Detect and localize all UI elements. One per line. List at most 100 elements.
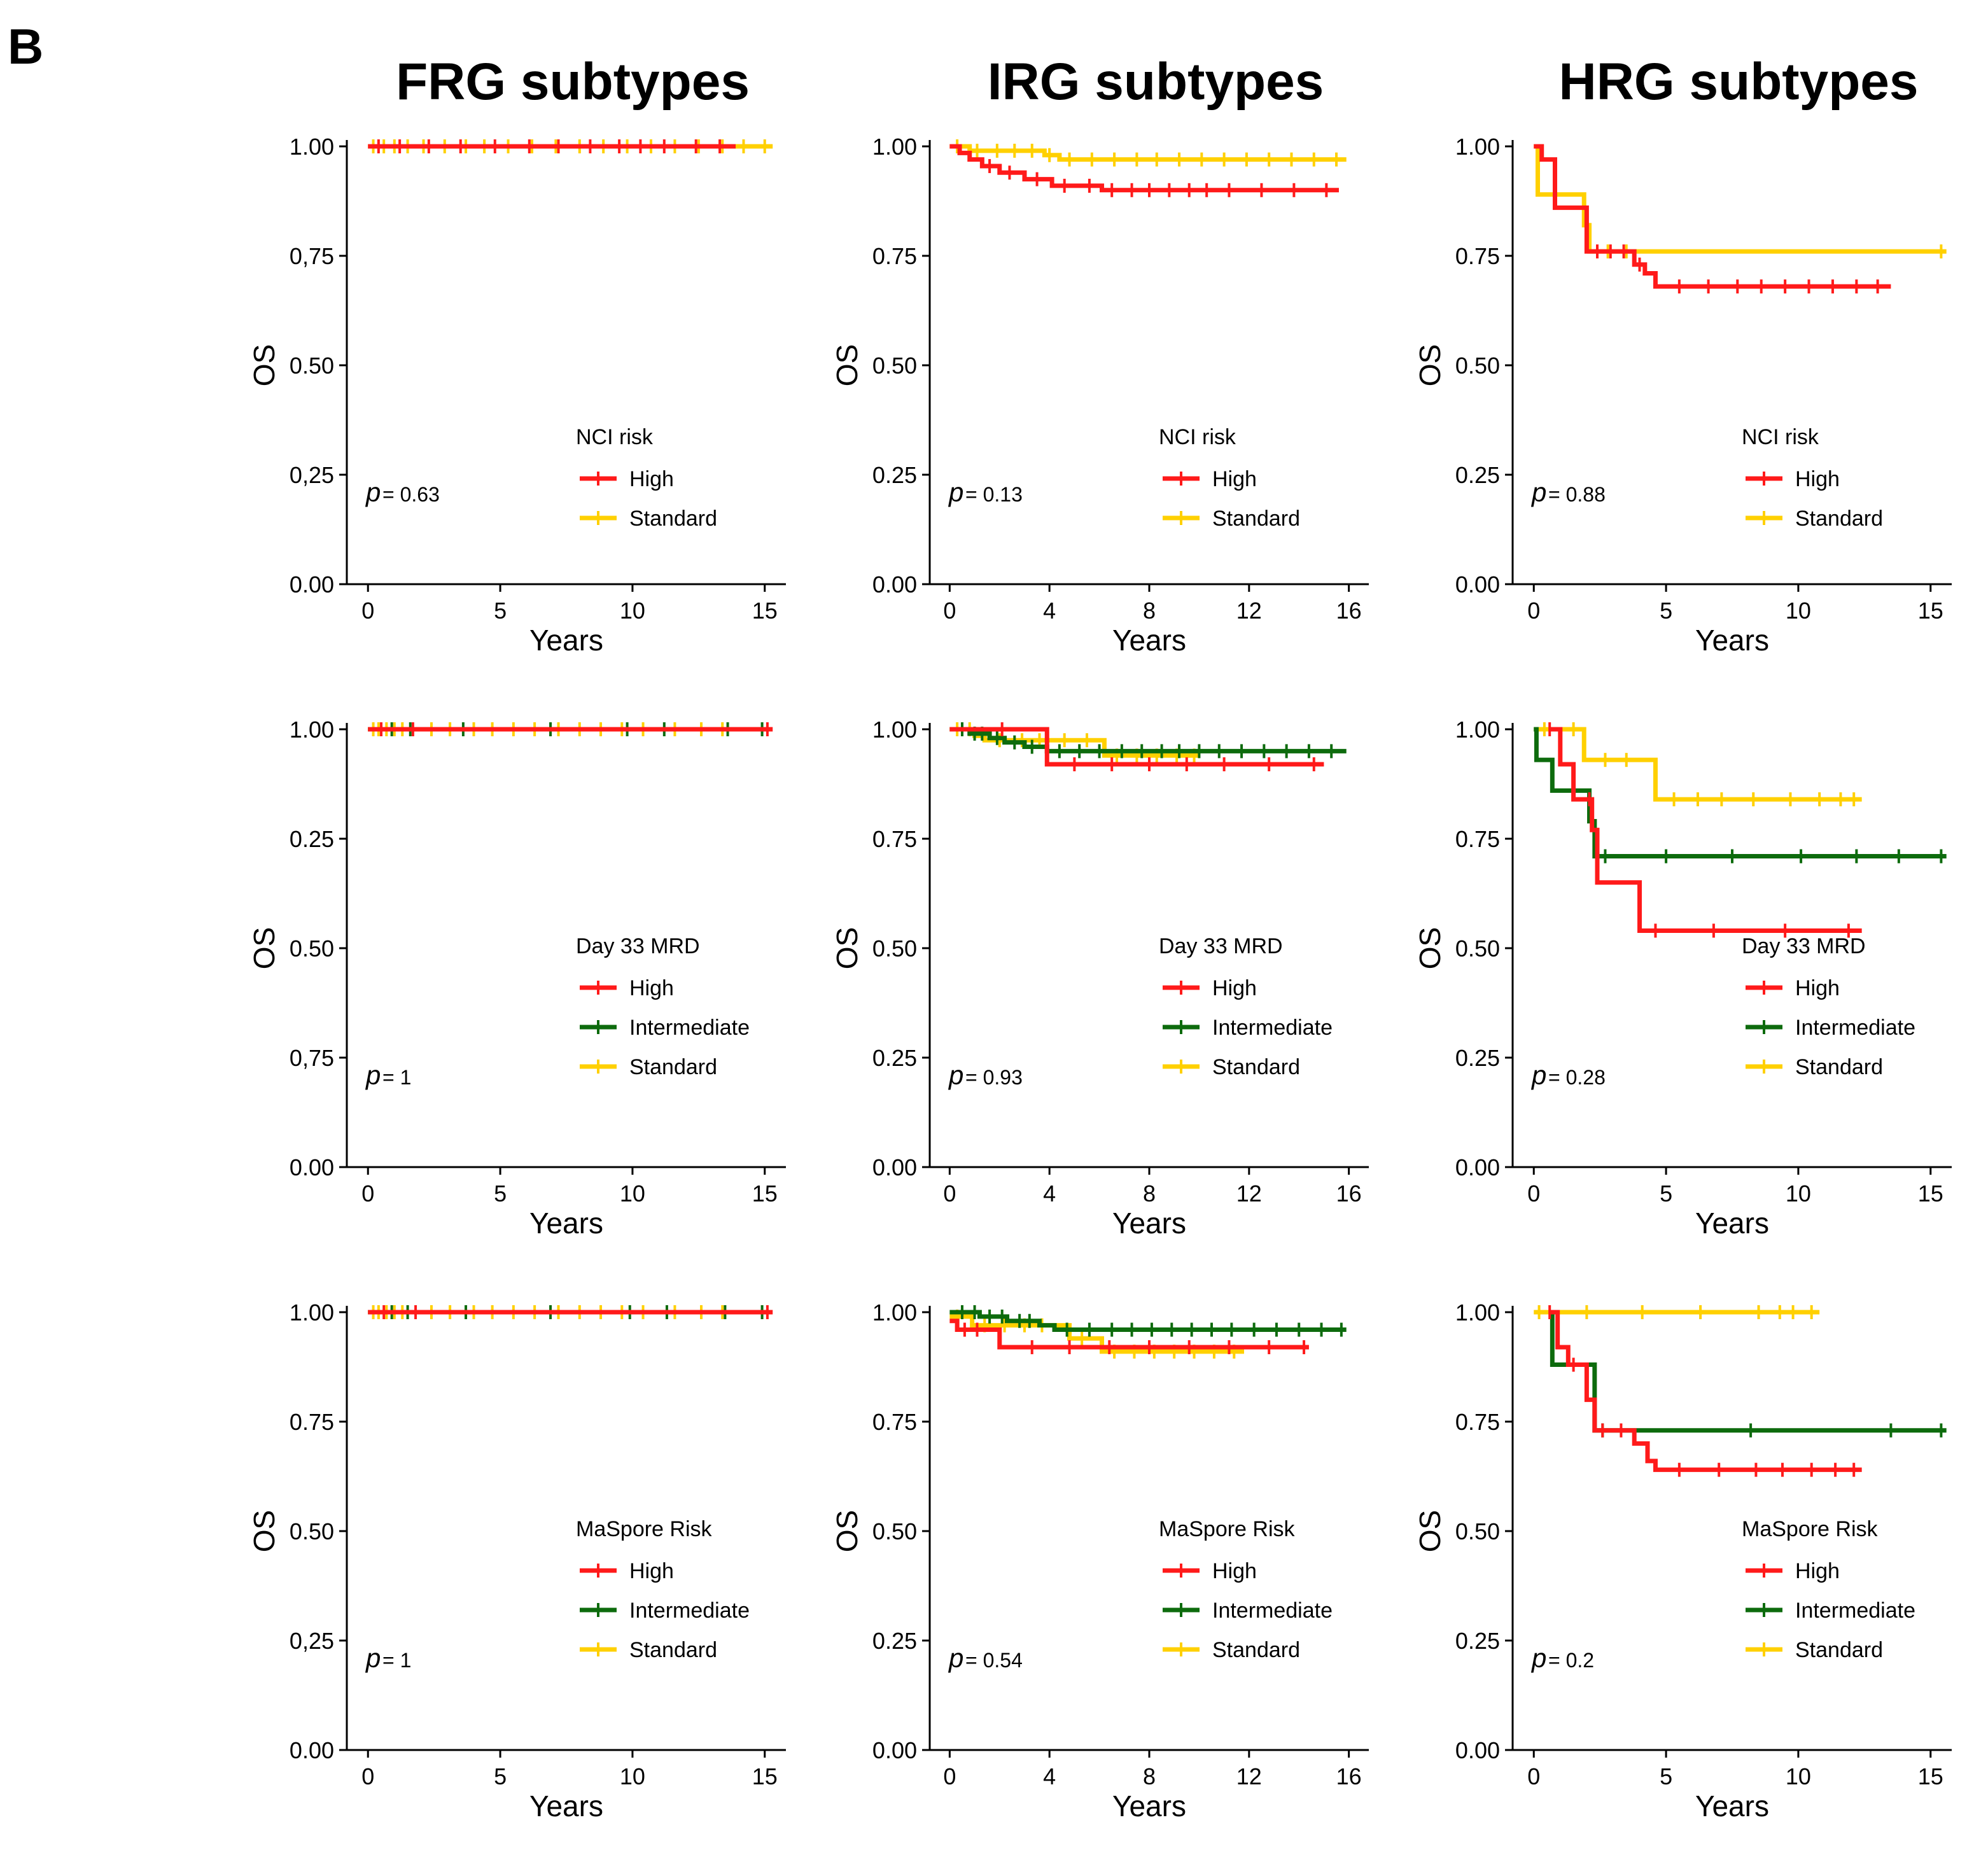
legend-title: Day 33 MRD bbox=[576, 934, 700, 958]
x-tick-label: 0 bbox=[943, 1763, 956, 1789]
y-axis-label: OS bbox=[830, 1510, 864, 1552]
y-tick-label: 0.25 bbox=[1455, 1045, 1500, 1071]
y-tick-label: 0,25 bbox=[290, 462, 334, 488]
y-tick-label: 0.50 bbox=[872, 353, 917, 379]
km-panel-2-3: 0.00 0.25 0.50 0.75 1.00 0 5 10 15 Years OS p = 0.28… bbox=[1413, 717, 1952, 1240]
p-label: p bbox=[948, 1643, 963, 1673]
x-tick-label: 5 bbox=[494, 1763, 507, 1789]
x-tick-label: 0 bbox=[361, 1180, 374, 1207]
y-tick-label: 0,75 bbox=[290, 1045, 334, 1071]
km-curve-intermediate bbox=[1534, 727, 1947, 859]
y-tick-label: 0.50 bbox=[290, 1518, 334, 1544]
y-axis-label: OS bbox=[248, 927, 281, 969]
y-axis-label: OS bbox=[1413, 927, 1446, 969]
y-axis-label: OS bbox=[1413, 1510, 1446, 1552]
legend-label-intermediate: Intermediate bbox=[629, 1016, 750, 1040]
y-tick-label: 0.25 bbox=[1455, 1628, 1500, 1654]
y-tick-label: 0.75 bbox=[1455, 1409, 1500, 1435]
y-tick-label: 1.00 bbox=[872, 134, 917, 160]
p-label: p bbox=[1530, 1643, 1546, 1673]
x-axis-label: Years bbox=[529, 1789, 603, 1823]
y-tick-label: 1.00 bbox=[1455, 1299, 1500, 1326]
x-tick-label: 0 bbox=[1527, 598, 1540, 624]
y-tick-label: 0.00 bbox=[872, 1737, 917, 1763]
x-axis-label: Years bbox=[1695, 624, 1769, 657]
km-panel-3-3: 0.00 0.25 0.50 0.75 1.00 0 5 10 15 Years OS p = 0.2 M… bbox=[1413, 1299, 1952, 1823]
km-curve-standard bbox=[1534, 727, 1862, 802]
legend-label-standard: Standard bbox=[1212, 1638, 1300, 1662]
legend-label-standard: Standard bbox=[629, 1638, 717, 1662]
km-curve-intermediate bbox=[1550, 1310, 1947, 1433]
p-value: = 0.88 bbox=[1548, 483, 1606, 506]
y-tick-label: 0.00 bbox=[290, 571, 334, 598]
legend-label-intermediate: Intermediate bbox=[1795, 1599, 1915, 1623]
x-tick-label: 15 bbox=[752, 1180, 778, 1207]
x-tick-label: 4 bbox=[1043, 1763, 1056, 1789]
y-tick-label: 1.00 bbox=[290, 1299, 334, 1326]
legend-title: Day 33 MRD bbox=[1742, 934, 1866, 958]
legend-label-high: High bbox=[1212, 976, 1257, 1000]
legend-label-high: High bbox=[1795, 1559, 1840, 1583]
y-tick-label: 0.25 bbox=[872, 1045, 917, 1071]
x-axis-label: Years bbox=[1695, 1207, 1769, 1240]
x-tick-label: 15 bbox=[1918, 1763, 1943, 1789]
legend-label-intermediate: Intermediate bbox=[1795, 1016, 1915, 1040]
km-panel-3-1: 0.00 0,25 0.50 0.75 1.00 0 5 10 15 Years OS p = 1 MaS… bbox=[248, 1299, 786, 1823]
y-axis-label: OS bbox=[1413, 344, 1446, 386]
x-tick-label: 0 bbox=[361, 598, 374, 624]
x-tick-label: 16 bbox=[1336, 1763, 1362, 1789]
x-tick-label: 12 bbox=[1236, 1180, 1262, 1207]
y-tick-label: 0.25 bbox=[872, 1628, 917, 1654]
legend-label-standard: Standard bbox=[629, 507, 717, 531]
x-tick-label: 10 bbox=[1786, 598, 1811, 624]
y-tick-label: 0.75 bbox=[1455, 826, 1500, 852]
y-tick-label: 0.00 bbox=[1455, 571, 1500, 598]
y-axis-label: OS bbox=[830, 344, 864, 386]
column-title-hrg: HRG subtypes bbox=[1558, 53, 1919, 111]
legend-label-standard: Standard bbox=[1212, 1055, 1300, 1079]
x-tick-label: 10 bbox=[620, 1180, 645, 1207]
y-tick-label: 1.00 bbox=[290, 717, 334, 743]
p-value: = 1 bbox=[382, 1649, 411, 1672]
legend-label-high: High bbox=[629, 976, 674, 1000]
legend-label-standard: Standard bbox=[1795, 507, 1883, 531]
y-tick-label: 0.50 bbox=[872, 1518, 917, 1544]
legend-title: NCI risk bbox=[1159, 425, 1236, 449]
p-value: = 0.63 bbox=[382, 483, 440, 506]
x-tick-label: 5 bbox=[1660, 1763, 1672, 1789]
legend-title: Day 33 MRD bbox=[1159, 934, 1283, 958]
legend-title: MaSpore Risk bbox=[1159, 1517, 1296, 1541]
x-tick-label: 15 bbox=[752, 1763, 778, 1789]
column-title-frg: FRG subtypes bbox=[396, 53, 750, 111]
legend-label-standard: Standard bbox=[1795, 1055, 1883, 1079]
y-tick-label: 0.00 bbox=[290, 1154, 334, 1180]
y-axis-label: OS bbox=[248, 1510, 281, 1552]
x-tick-label: 0 bbox=[1527, 1180, 1540, 1207]
y-tick-label: 0.75 bbox=[290, 1409, 334, 1435]
y-tick-label: 0.25 bbox=[1455, 462, 1500, 488]
x-axis-label: Years bbox=[529, 624, 603, 657]
x-tick-label: 0 bbox=[943, 1180, 956, 1207]
x-tick-label: 5 bbox=[494, 598, 507, 624]
y-tick-label: 0.75 bbox=[1455, 243, 1500, 269]
x-tick-label: 0 bbox=[361, 1763, 374, 1789]
y-tick-label: 0.00 bbox=[872, 571, 917, 598]
x-tick-label: 8 bbox=[1143, 1180, 1156, 1207]
km-curve-standard bbox=[949, 144, 1347, 162]
legend-label-standard: Standard bbox=[1212, 507, 1300, 531]
y-tick-label: 1.00 bbox=[1455, 134, 1500, 160]
p-value: = 0.2 bbox=[1548, 1649, 1594, 1672]
km-panel-2-1: 0.00 0,75 0.50 0.25 1.00 0 5 10 15 Years OS p = 1 Day… bbox=[248, 717, 786, 1240]
x-tick-label: 12 bbox=[1236, 598, 1262, 624]
km-curve-high bbox=[1550, 1310, 1862, 1473]
y-tick-label: 1.00 bbox=[872, 1299, 917, 1326]
p-label: p bbox=[1530, 477, 1546, 507]
p-label: p bbox=[365, 1643, 381, 1673]
y-axis-label: OS bbox=[830, 927, 864, 969]
km-curve-high bbox=[949, 144, 1339, 193]
y-tick-label: 0.00 bbox=[290, 1737, 334, 1763]
x-tick-label: 10 bbox=[1786, 1180, 1811, 1207]
x-axis-label: Years bbox=[1112, 624, 1186, 657]
legend-label-standard: Standard bbox=[1795, 1638, 1883, 1662]
y-tick-label: 0.25 bbox=[290, 826, 334, 852]
